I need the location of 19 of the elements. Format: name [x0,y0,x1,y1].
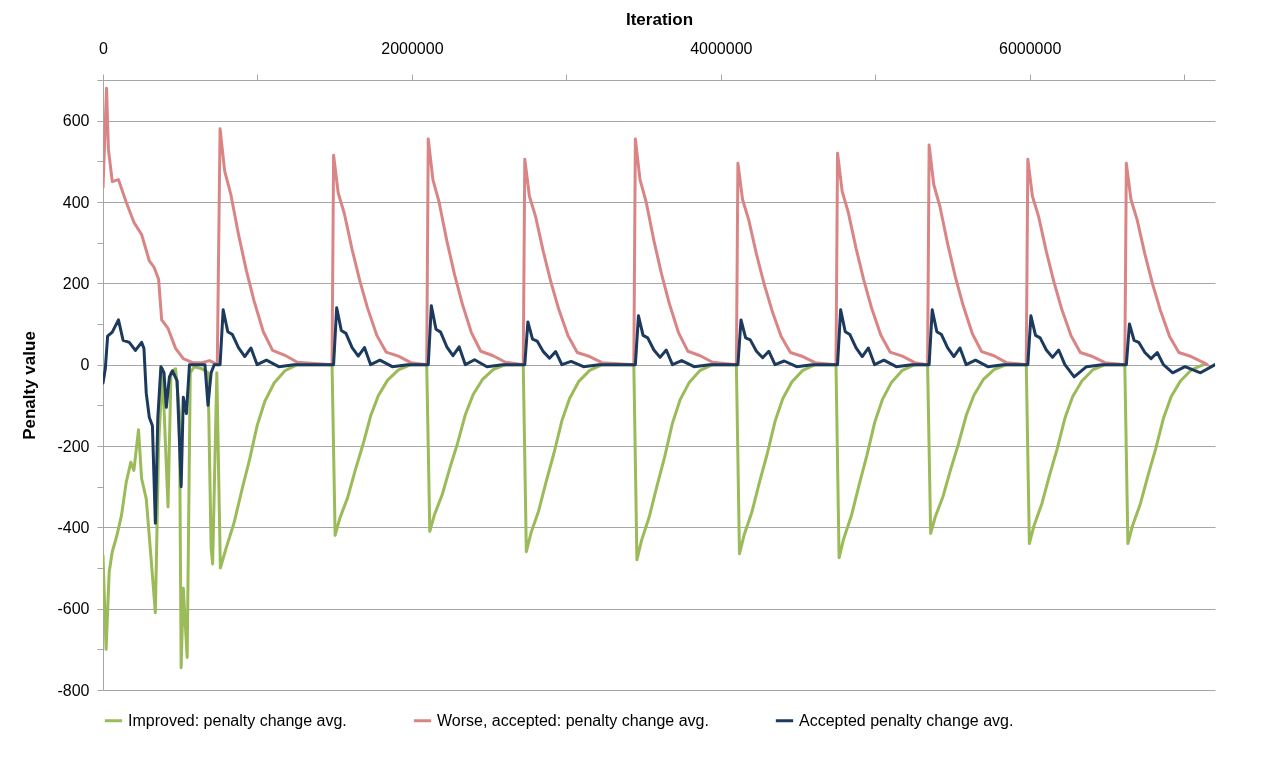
y-tick-label: -800 [57,681,90,699]
legend-label: Accepted penalty change avg. [799,711,1014,729]
legend-label: Worse, accepted: penalty change avg. [437,711,709,729]
y-tick-label: -400 [57,518,90,536]
y-tick-label: 0 [80,356,90,374]
y-tick-label: -600 [57,600,90,618]
y-tick-label: 200 [62,274,90,292]
legend-label: Improved: penalty change avg. [128,711,347,729]
x-tick-label: 6000000 [999,39,1062,57]
y-tick-label: 400 [62,193,90,211]
line-series [103,363,1206,670]
x-tick-label: 2000000 [381,39,444,57]
y-tick-label: -200 [57,437,90,455]
y-axis-title: Penalty value [20,331,40,440]
x-tick-label: 4000000 [690,39,753,57]
line-series [103,86,1209,367]
x-tick-label: 0 [99,39,109,57]
y-tick-label: 600 [62,112,90,130]
x-axis-title: Iteration [625,9,694,29]
